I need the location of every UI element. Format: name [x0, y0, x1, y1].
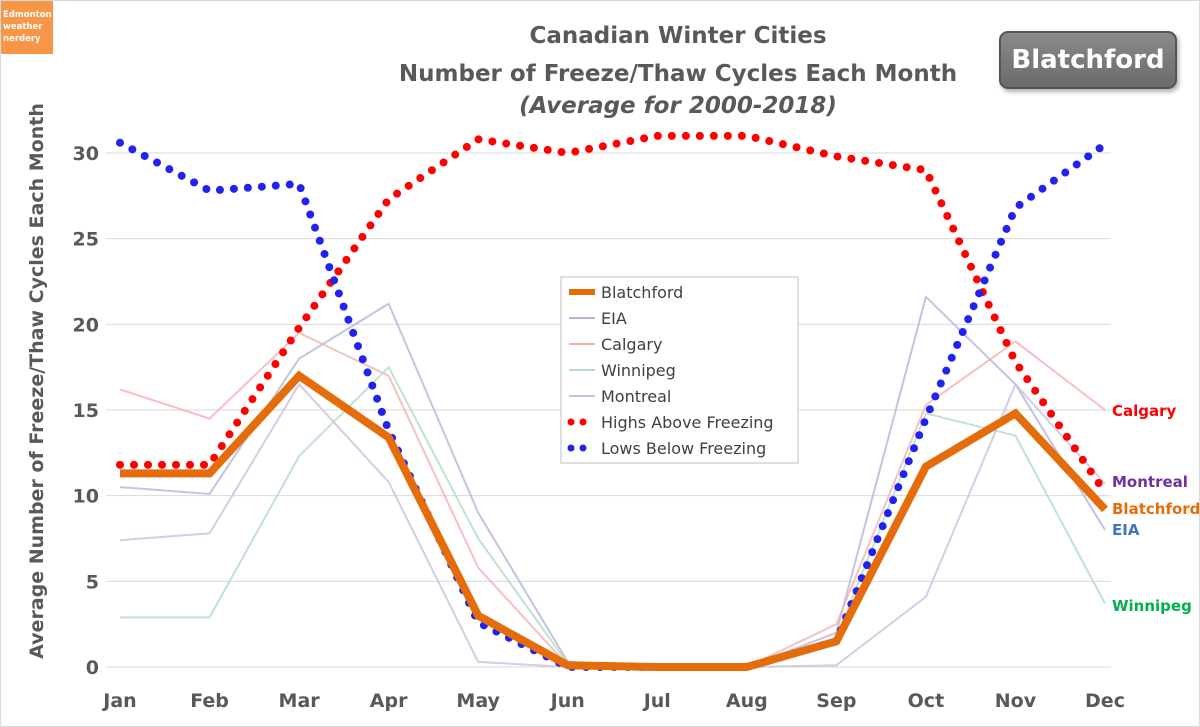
y-tick-label: 10 [73, 486, 99, 508]
series-line-highs-above-freezing [116, 131, 1109, 497]
logo-line: Edmonton [3, 10, 52, 20]
legend-box [560, 276, 799, 464]
legend-label: Lows Below Freezing [601, 439, 766, 458]
chart-title-line1: Canadian Winter Cities [529, 23, 826, 49]
legend-label: Montreal [601, 387, 671, 406]
y-tick-label: 15 [73, 400, 99, 422]
logo-line: nerdery [3, 34, 41, 44]
legend-label: Winnipeg [601, 361, 676, 380]
x-tick-label: Aug [726, 690, 768, 712]
x-tick-label: Dec [1085, 690, 1125, 712]
logo-line: weather [3, 22, 43, 32]
x-tick-label: Feb [190, 690, 229, 712]
legend-label: Highs Above Freezing [601, 413, 774, 432]
x-tick-label: Jun [549, 690, 585, 712]
x-tick-label: Mar [279, 690, 321, 712]
end-label: Winnipeg [1112, 597, 1192, 615]
x-tick-label: Oct [908, 690, 945, 712]
y-axis-label: Average Number of Freeze/Thaw Cycles Eac… [26, 103, 48, 659]
x-tick-label: May [456, 690, 500, 712]
y-tick-label: 20 [73, 314, 99, 336]
y-tick-label: 5 [86, 571, 99, 593]
chart-title-line2: Number of Freeze/Thaw Cycles Each Month [399, 61, 957, 87]
y-tick-label: 30 [73, 143, 99, 165]
end-label: EIA [1112, 521, 1140, 539]
x-tick-label: Jan [101, 690, 136, 712]
end-label: Blatchford [1112, 500, 1200, 518]
x-tick-label: Jul [642, 690, 671, 712]
x-tick-label: Sep [816, 690, 856, 712]
logo: Edmonton weather nerdery [1, 1, 53, 54]
y-tick-label: 25 [73, 229, 99, 251]
chart-subtitle: (Average for 2000-2018) [519, 93, 837, 119]
end-label: Montreal [1112, 473, 1188, 491]
end-label: Calgary [1112, 402, 1177, 420]
x-tick-label: Nov [995, 690, 1037, 712]
x-tick-label: Apr [370, 690, 408, 712]
city-badge: Blatchford [999, 31, 1177, 89]
legend-label: EIA [601, 309, 627, 328]
series-line-blatchford [120, 370, 1108, 671]
legend-label: Calgary [601, 335, 662, 354]
legend-label: Blatchford [601, 283, 683, 302]
y-tick-label: 0 [86, 657, 99, 679]
